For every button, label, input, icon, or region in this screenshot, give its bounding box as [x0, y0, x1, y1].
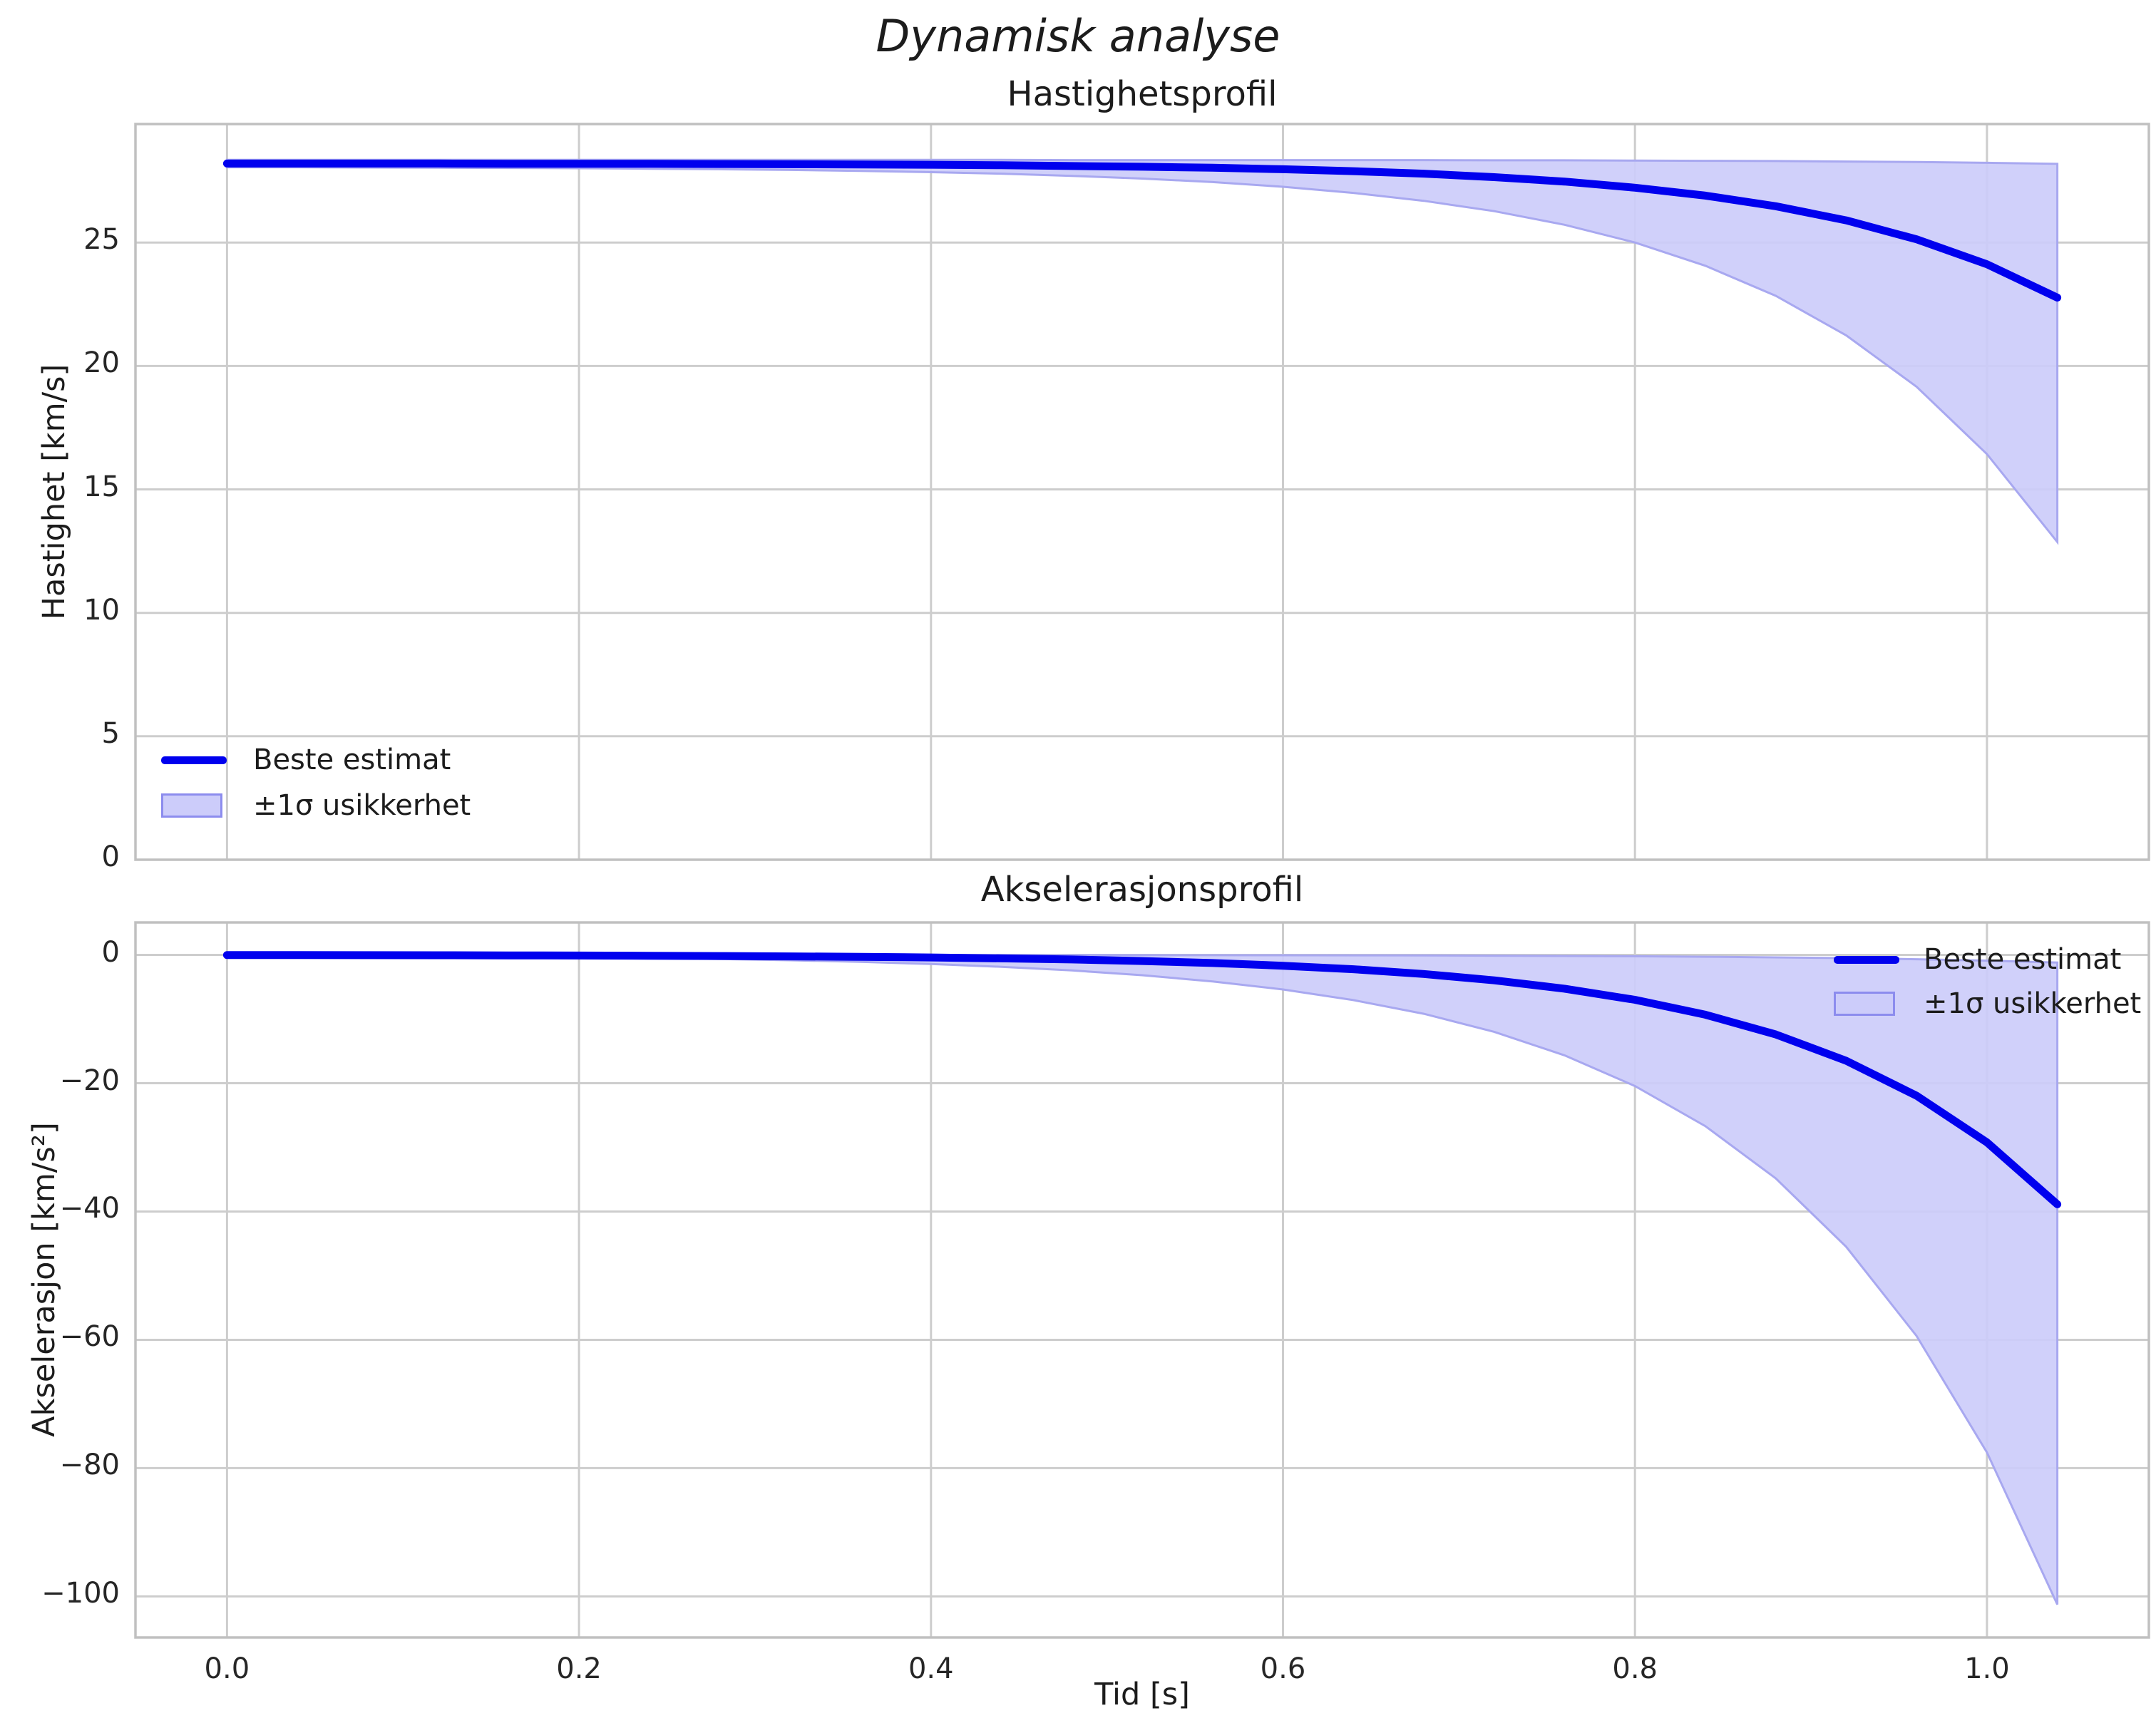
legend-band-label: ±1σ usikkerhet	[1924, 987, 2142, 1020]
acceleration-axes-spines	[134, 921, 2150, 1639]
legend-line-swatch-icon	[161, 756, 227, 764]
velocity-best-estimate-line	[222, 159, 2062, 302]
acceleration-y-tick-label: −20	[59, 1064, 120, 1097]
acceleration-y-tick-label: −40	[59, 1192, 120, 1225]
acceleration-legend-row: ±1σ usikkerhet	[1834, 987, 2141, 1020]
acceleration-y-tick-label: 0	[101, 935, 120, 969]
acceleration-x-tick-label: 0.6	[1260, 1652, 1306, 1685]
velocity-chart-title: Hastighetsprofil	[1007, 74, 1278, 114]
velocity-legend-row: ±1σ usikkerhet	[161, 789, 471, 822]
acceleration-y-tick-label: −100	[41, 1577, 120, 1610]
acceleration-y-axis-label: Akselerasjon [km/s²]	[26, 1122, 62, 1437]
velocity-y-tick-label: 10	[83, 593, 120, 627]
velocity-uncertainty-band	[225, 158, 2059, 545]
acceleration-x-tick-label: 1.0	[1964, 1652, 2010, 1685]
legend-band-swatch-icon	[1834, 992, 1895, 1016]
legend-band-label: ±1σ usikkerhet	[253, 789, 471, 822]
legend-line-label: Beste estimat	[253, 744, 451, 776]
velocity-y-tick-label: 25	[83, 223, 120, 257]
acceleration-uncertainty-band	[225, 954, 2059, 1605]
acceleration-x-tick-label: 0.4	[908, 1652, 954, 1685]
velocity-y-tick-label: 20	[83, 346, 120, 380]
velocity-y-tick-label: 5	[101, 716, 120, 750]
legend-line-swatch-icon	[1834, 955, 1899, 964]
velocity-y-tick-label: 0	[101, 840, 120, 873]
acceleration-chart-title: Akselerasjonsprofil	[980, 870, 1304, 910]
acceleration-x-tick-label: 0.2	[556, 1652, 602, 1685]
acceleration-best-estimate-line	[222, 951, 2062, 1208]
legend-line-label: Beste estimat	[1924, 943, 2122, 976]
velocity-axes-spines	[134, 123, 2150, 861]
figure-suptitle: Dynamisk analyse	[876, 10, 1280, 62]
acceleration-x-tick-label: 0.8	[1612, 1652, 1658, 1685]
acceleration-legend-row: Beste estimat	[1834, 943, 2121, 976]
legend-band-swatch-icon	[161, 793, 222, 818]
x-axis-label: Tid [s]	[1094, 1677, 1190, 1712]
velocity-y-tick-label: 15	[83, 470, 120, 503]
velocity-legend-row: Beste estimat	[161, 744, 451, 776]
acceleration-y-tick-label: −80	[59, 1449, 120, 1482]
acceleration-x-tick-label: 0.0	[204, 1652, 250, 1685]
acceleration-y-tick-label: −60	[59, 1320, 120, 1354]
